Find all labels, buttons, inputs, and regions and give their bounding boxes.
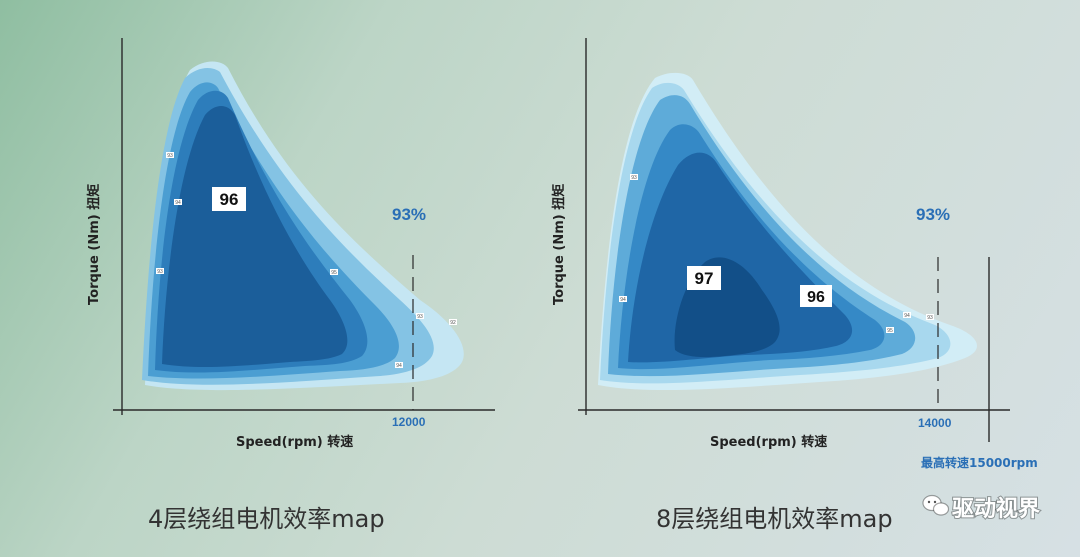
watermark: 驱动视界 [922, 494, 1041, 523]
left-contour-label-3: 95 [331, 270, 337, 276]
caption-4l: 4层绕组电机效率map [148, 505, 385, 533]
right-contour-label-1: 94 [620, 297, 626, 303]
left-contour-label-2: 93 [157, 269, 163, 275]
zone-label-96-8l: 96 [800, 285, 832, 307]
x-axis-title-4l: Speed(rpm) 转速 [236, 434, 353, 450]
left-contour-label-bg-4 [416, 313, 424, 319]
zone-label-96-4l: 96 [212, 187, 246, 211]
left-contour-label-5: 92 [450, 320, 456, 326]
wechat-icon [922, 494, 950, 516]
left-contour-label-6: 94 [396, 363, 402, 369]
left-contour-label-4: 93 [417, 314, 423, 320]
zone-label-96-text: 96 [220, 190, 239, 209]
caption-8l: 8层绕组电机效率map [656, 505, 893, 533]
efficiency-note-8l: 93% [916, 205, 950, 224]
y-axis-title-8l: Torque (Nm) 扭矩 [551, 184, 567, 305]
right-contour-label-bg-4 [926, 314, 934, 320]
right-contour-label-0: 93 [631, 175, 637, 181]
zone-label-97-8l: 97 [687, 266, 721, 290]
right-contour-label-bg-2 [886, 327, 894, 333]
left-contour-label-bg-3 [330, 269, 338, 275]
zone-4l-96 [162, 106, 348, 368]
speed-marker-label-8l: 14000 [918, 416, 952, 430]
left-contour-label-0: 93 [167, 153, 173, 159]
x-axis-title-8l: Speed(rpm) 转速 [710, 434, 827, 450]
left-contour-label-bg-2 [156, 268, 164, 274]
max-speed-label-8l: 最高转速15000rpm [921, 455, 1038, 470]
left-contour-label-bg-0 [166, 152, 174, 158]
left-contour-label-1: 94 [175, 200, 181, 206]
right-contour-label-bg-0 [630, 174, 638, 180]
right-contour-label-2: 95 [887, 328, 893, 334]
chart-4-layer: 96 93% 12000 Speed(rpm) 转速 Torque (Nm) 扭… [86, 38, 495, 533]
left-contour-label-bg-5 [449, 319, 457, 325]
speed-marker-label-4l: 12000 [392, 415, 426, 429]
chart-8-layer: 97 96 93% 14000 最高转速15000rpm Speed(rpm) … [551, 38, 1038, 533]
y-axis-title-4l: Torque (Nm) 扭矩 [86, 184, 102, 305]
right-contour-label-bg-1 [619, 296, 627, 302]
left-contour-label-bg-1 [174, 199, 182, 205]
zone-label-97-text: 97 [695, 269, 714, 288]
right-contour-label-3: 94 [904, 313, 910, 319]
right-contour-label-4: 93 [927, 315, 933, 321]
left-contour-label-bg-6 [395, 362, 403, 368]
right-contour-label-bg-3 [903, 312, 911, 318]
zone-label-96-8l-text: 96 [807, 289, 825, 306]
efficiency-note-4l: 93% [392, 205, 426, 224]
watermark-text: 驱动视界 [952, 496, 1040, 522]
